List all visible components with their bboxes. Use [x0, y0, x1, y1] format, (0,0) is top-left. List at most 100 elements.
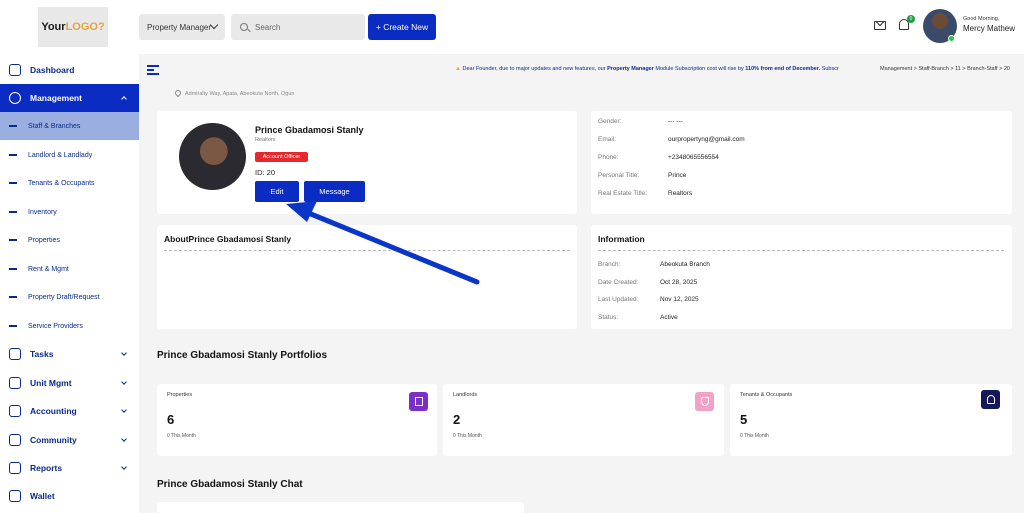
announcement-banner: ▲ Dear Founder, due to major updates and… — [455, 66, 876, 72]
sidebar-subitem-properties[interactable]: Properties — [0, 226, 139, 254]
logo-text-accent: LOGO — [65, 21, 98, 33]
role-select[interactable]: Property Manager — [139, 14, 225, 40]
profile-photo — [179, 123, 246, 190]
sidebar-item-reports[interactable]: Reports — [0, 454, 139, 482]
home-icon — [981, 390, 1000, 409]
information-divider — [598, 250, 1004, 251]
building-icon — [409, 392, 428, 411]
menu-toggle-icon[interactable] — [147, 65, 159, 75]
sidebar-subitem-inventory[interactable]: Inventory — [0, 198, 139, 226]
sidebar-item-wallet[interactable]: Wallet — [0, 482, 139, 510]
breadcrumb[interactable]: Management > Staff-Branch > 11 > Branch-… — [880, 66, 1010, 72]
sidebar-item-dashboard[interactable]: Dashboard — [0, 56, 139, 84]
dash-icon — [9, 154, 17, 156]
sidebar-item-label: Dashboard — [30, 65, 75, 75]
edit-button[interactable]: Edit — [255, 181, 299, 202]
wallet-icon — [9, 490, 21, 502]
stat-card-tenants[interactable] — [730, 384, 1012, 456]
online-status-dot — [948, 35, 955, 42]
stat-footnote: 0 This Month — [453, 433, 482, 439]
sidebar-subitem-label: Inventory — [28, 208, 57, 216]
phone-value[interactable]: +2348065556554 — [668, 154, 719, 161]
last-updated-label: Last Updated: — [598, 296, 639, 303]
email-label: Email: — [598, 136, 617, 143]
dash-icon — [9, 268, 17, 270]
dashboard-icon — [9, 64, 21, 76]
sidebar-item-community[interactable]: Community — [0, 426, 139, 454]
email-value[interactable]: ourpropertyng@gmail.com — [668, 136, 745, 143]
about-divider — [164, 250, 570, 251]
banner-text: Module Subscription cost will rise by — [655, 66, 744, 72]
dash-icon — [9, 239, 17, 241]
notification-badge: 0 — [907, 15, 915, 23]
sidebar-item-management[interactable]: Management — [0, 84, 139, 112]
user-name: Mercy Mathew — [963, 24, 1016, 33]
sidebar-subitem-staff-branches[interactable]: Staff & Branches — [0, 112, 139, 140]
status-value: Active — [660, 314, 678, 321]
stat-card-properties[interactable] — [157, 384, 437, 456]
date-created-label: Date Created: — [598, 279, 639, 286]
chevron-down-icon — [121, 407, 127, 413]
chat-panel — [157, 502, 524, 513]
stat-card-landlords[interactable] — [443, 384, 724, 456]
real-estate-title-label: Real Estate Title: — [598, 190, 648, 197]
address-text: Admiralty Way, Apata, Abeokuta North, Og… — [185, 91, 295, 97]
sidebar-subitem-landlord[interactable]: Landlord & Landlady — [0, 141, 139, 169]
sidebar-item-accounting[interactable]: Accounting — [0, 397, 139, 425]
about-title: AboutPrince Gbadamosi Stanly — [164, 234, 292, 244]
logo-text: Your — [41, 21, 66, 33]
sidebar-item-label: Reports — [30, 463, 63, 473]
stat-count: 6 — [167, 412, 175, 427]
sidebar-subitem-label: Tenants & Occupants — [28, 179, 95, 187]
company-logo[interactable]: Your LOGO? — [38, 7, 108, 47]
banner-text-bold: Property Manager — [607, 66, 654, 72]
chat-title: Prince Gbadamosi Stanly Chat — [157, 479, 303, 490]
chevron-down-icon — [121, 436, 127, 442]
sidebar-subitem-label: Landlord & Landlady — [28, 151, 93, 159]
profile-name: Prince Gbadamosi Stanly — [255, 125, 364, 135]
sidebar-item-tasks[interactable]: Tasks — [0, 340, 139, 368]
sidebar-subitem-label: Rent & Mgmt — [28, 265, 69, 273]
message-button[interactable]: Message — [304, 181, 365, 202]
stat-count: 2 — [453, 412, 461, 427]
role-select-value: Property Manager — [147, 22, 212, 32]
logo-text-mark: ? — [97, 21, 105, 33]
create-new-button[interactable]: + Create New — [368, 14, 436, 40]
personal-title-label: Personal Title: — [598, 172, 640, 179]
location-pin-icon — [173, 88, 183, 98]
sidebar-subitem-rent[interactable]: Rent & Mgmt — [0, 255, 139, 283]
dash-icon — [9, 296, 17, 298]
tasks-icon — [9, 348, 21, 360]
last-updated-value: Nov 12, 2025 — [660, 296, 699, 303]
dash-icon — [9, 182, 17, 184]
sidebar-subitem-tenants[interactable]: Tenants & Occupants — [0, 169, 139, 197]
contact-card — [591, 111, 1012, 214]
search-input[interactable]: Search — [231, 14, 365, 40]
personal-title-value: Prince — [668, 172, 687, 179]
portfolios-title: Prince Gbadamosi Stanly Portfolios — [157, 350, 328, 361]
real-estate-title-value: Realtors — [668, 190, 693, 197]
chevron-down-icon — [121, 379, 127, 385]
gender-value: --- --- — [668, 118, 683, 125]
dash-icon — [9, 211, 17, 213]
profile-id: ID: 20 — [255, 168, 276, 177]
mail-icon[interactable] — [874, 21, 886, 30]
sidebar-item-unit-mgmt[interactable]: Unit Mgmt — [0, 369, 139, 397]
community-icon — [9, 434, 21, 446]
information-card — [591, 225, 1012, 329]
sidebar-item-label: Tasks — [30, 349, 54, 359]
reports-icon — [9, 462, 21, 474]
sidebar-subitem-label: Service Providers — [28, 322, 83, 330]
sidebar-subitem-property-draft[interactable]: Property Draft/Request — [0, 283, 139, 311]
search-placeholder: Search — [255, 22, 281, 32]
dash-icon — [9, 125, 17, 127]
stat-count: 5 — [740, 412, 748, 427]
banner-text: Subscr — [821, 66, 839, 72]
phone-label: Phone: — [598, 154, 619, 161]
sidebar-item-label: Community — [30, 435, 77, 445]
sidebar-subitem-service-providers[interactable]: Service Providers — [0, 312, 139, 340]
banner-text-bold: 110% from end of December. — [745, 66, 821, 72]
stat-label: Properties — [167, 392, 193, 398]
bell-icon[interactable] — [899, 19, 909, 30]
profile-role: Realtors — [255, 137, 276, 143]
